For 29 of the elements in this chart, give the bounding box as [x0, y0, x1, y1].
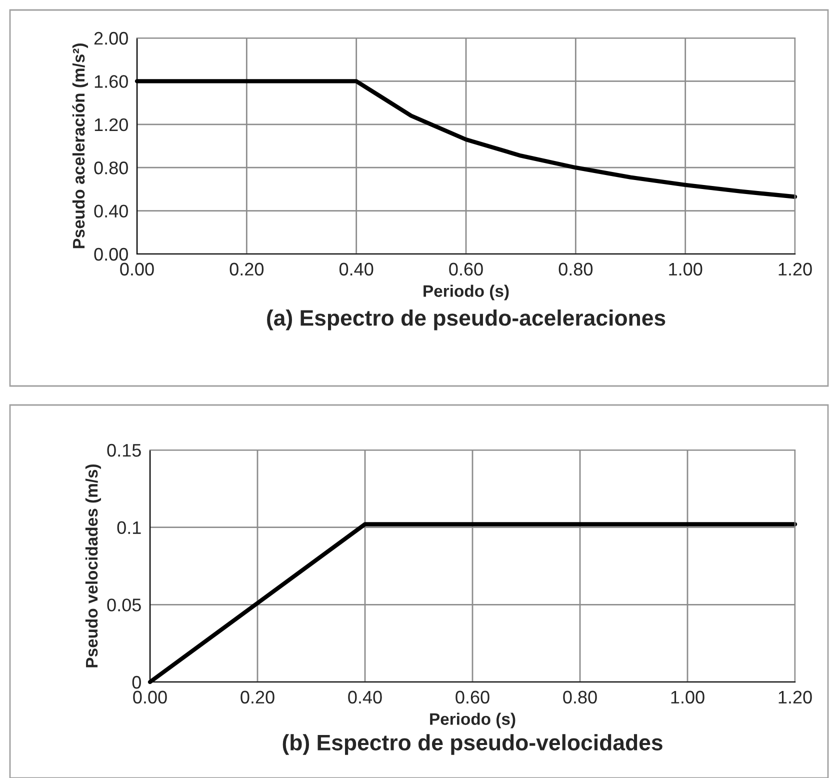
y-tick-label: 0.1 [117, 521, 141, 534]
x-tick-label: 0.20 [230, 262, 264, 276]
x-tick-label: 0.40 [348, 690, 382, 704]
x-tick-label: 0.80 [563, 690, 597, 704]
y-tick-label: 0.05 [107, 598, 141, 612]
y-tick-label: 0.80 [94, 162, 128, 174]
y-tick-label: 0.40 [94, 204, 128, 218]
x-tick-label: 0.80 [558, 262, 593, 276]
x-tick-label: 0.60 [456, 690, 490, 704]
y-tick-label: 1.20 [94, 118, 128, 132]
x-tick-label: 1.20 [778, 690, 812, 704]
x-axis-title: Periodo (s) [430, 712, 516, 728]
x-axis-title: Periodo (s) [424, 284, 509, 300]
x-tick-label: 1.20 [778, 262, 812, 276]
x-tick-label: 0.60 [449, 262, 483, 276]
x-tick-label: 0.20 [240, 690, 274, 704]
y-tick-label: 2.00 [94, 32, 128, 45]
x-tick-label: 0.40 [339, 262, 374, 276]
y-axis-title: Pseudo aceleración (m/s²) [72, 44, 88, 248]
text: (a) Espectro de pseudo-aceleraciones [267, 309, 666, 330]
y-tick-label: 0.00 [94, 248, 128, 261]
y-axis-title: Pseudo velocidades (m/s) [85, 464, 101, 668]
text: (b) Espectro de pseudo-velocidades [282, 734, 662, 755]
x-tick-label: 1.00 [671, 690, 704, 704]
x-tick-label: 0.00 [133, 690, 167, 704]
y-tick-label: 0.15 [107, 444, 141, 457]
y-tick-label: 1.60 [94, 75, 128, 88]
y-tick-label: 0 [132, 676, 141, 689]
x-tick-label: 1.00 [669, 262, 702, 276]
